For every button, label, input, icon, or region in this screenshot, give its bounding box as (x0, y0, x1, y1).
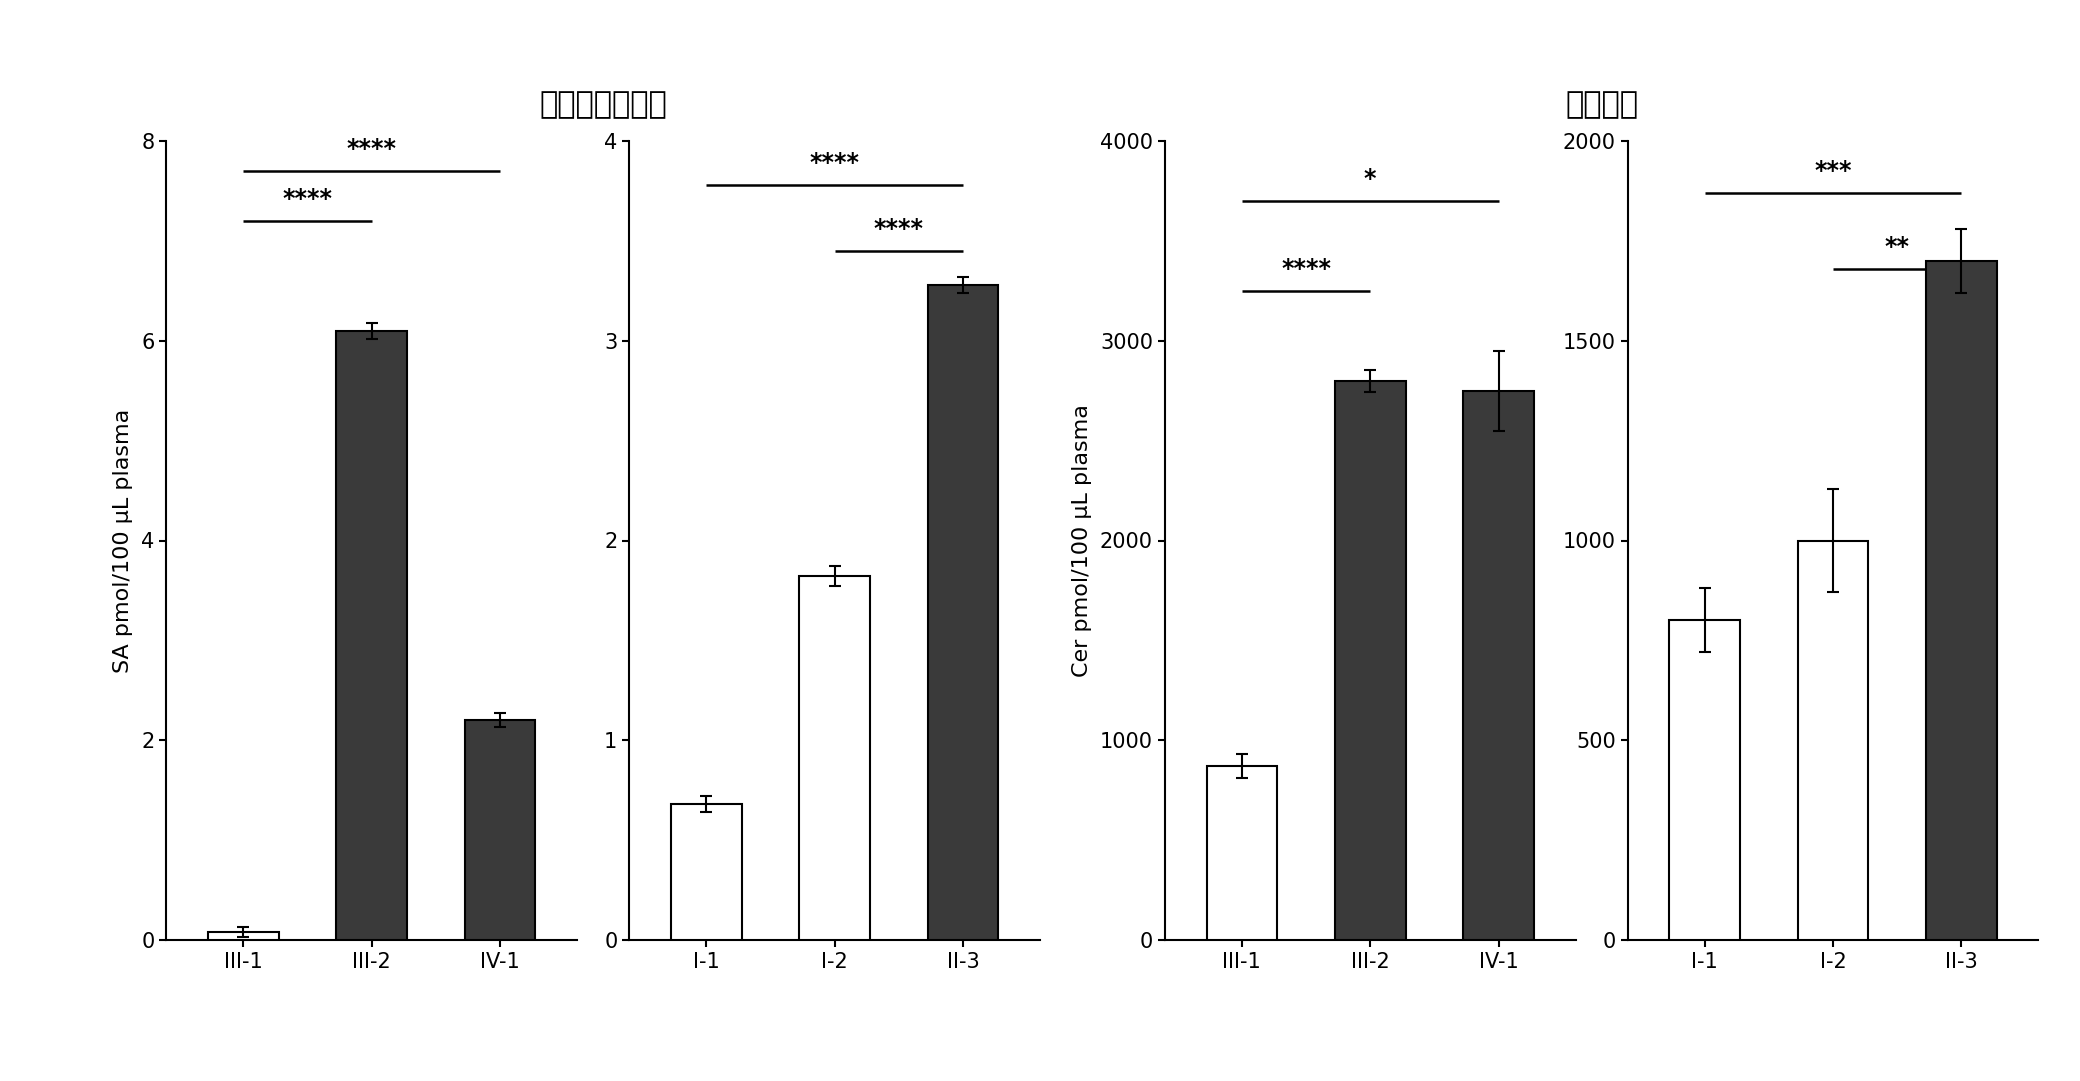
Text: ***: *** (1814, 159, 1851, 183)
Bar (208, 933, 279, 940)
Text: *: * (1364, 166, 1377, 191)
Bar (1670, 620, 1741, 940)
Bar (464, 720, 535, 940)
Text: ****: **** (809, 151, 859, 175)
Bar (672, 804, 743, 940)
Bar (1206, 766, 1277, 940)
Bar (1926, 261, 1997, 940)
Bar (337, 331, 408, 940)
Text: ****: **** (1281, 257, 1331, 281)
Bar (1335, 381, 1406, 940)
Bar (1462, 390, 1533, 940)
Text: ****: **** (283, 187, 333, 211)
Text: ****: **** (347, 137, 397, 161)
Bar (928, 284, 998, 940)
Text: ****: **** (874, 217, 924, 241)
Text: スフィンガニン: スフィンガニン (539, 90, 668, 119)
Text: **: ** (1884, 235, 1909, 259)
Text: セラミド: セラミド (1564, 90, 1639, 119)
Bar (799, 576, 869, 940)
Y-axis label: Cer pmol/100 μL plasma: Cer pmol/100 μL plasma (1071, 404, 1092, 677)
Bar (1797, 540, 1868, 940)
Y-axis label: SA pmol/100 μL plasma: SA pmol/100 μL plasma (112, 409, 133, 672)
